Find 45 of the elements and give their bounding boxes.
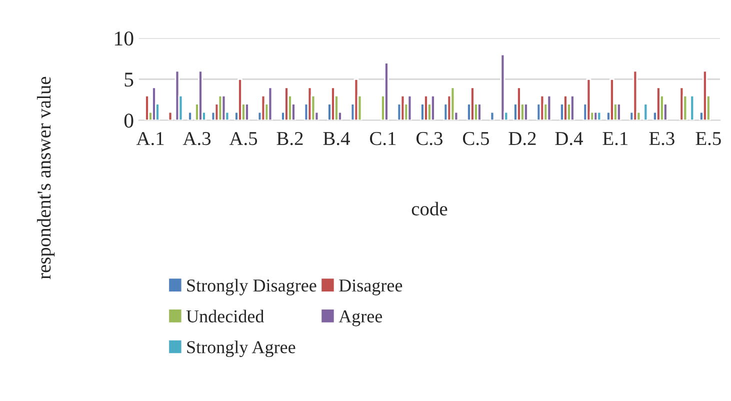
x-tick-label: C.1 bbox=[370, 132, 396, 146]
x-tick-label: C.3 bbox=[416, 132, 442, 146]
bar bbox=[632, 70, 638, 120]
x-axis-title: code bbox=[412, 202, 448, 216]
x-tick-label: B.4 bbox=[323, 132, 350, 146]
bar bbox=[616, 103, 622, 120]
x-tick-label: D.2 bbox=[508, 132, 536, 146]
x-tick-label: B.2 bbox=[276, 132, 303, 146]
x-tick-label: A.1 bbox=[136, 132, 164, 146]
legend-label: Agree bbox=[338, 310, 382, 326]
bar bbox=[430, 94, 436, 120]
y-tick-label: 10 bbox=[115, 31, 134, 46]
x-tick-label: D.4 bbox=[555, 132, 583, 146]
bar bbox=[490, 111, 495, 120]
bar bbox=[477, 103, 482, 120]
bar bbox=[144, 94, 150, 120]
bar bbox=[546, 94, 552, 120]
y-tick-label: 0 bbox=[124, 114, 134, 128]
bar bbox=[238, 78, 242, 120]
legend-label: Disagree bbox=[339, 279, 402, 296]
bar bbox=[168, 111, 173, 120]
x-tick-label: E.5 bbox=[696, 132, 721, 146]
bar bbox=[268, 86, 273, 120]
bar bbox=[690, 94, 695, 120]
bar bbox=[188, 111, 192, 120]
x-tick-label: E.3 bbox=[649, 132, 674, 146]
bar bbox=[610, 78, 614, 120]
bar bbox=[570, 94, 575, 120]
bar bbox=[198, 70, 203, 120]
legend-label: Strongly Agree bbox=[187, 340, 296, 358]
bar bbox=[523, 103, 528, 120]
x-tick-label: A.3 bbox=[182, 132, 211, 146]
bar bbox=[244, 103, 250, 120]
y-axis-title: respondent's answer value bbox=[36, 76, 55, 280]
bar bbox=[407, 94, 412, 120]
y-tick-label: 5 bbox=[124, 72, 134, 87]
bar bbox=[643, 103, 648, 120]
bar bbox=[384, 62, 389, 120]
x-tick-label: A.5 bbox=[229, 132, 258, 146]
legend-label: Strongly Disagree bbox=[187, 278, 316, 296]
bar bbox=[596, 111, 602, 120]
bar bbox=[500, 54, 506, 120]
x-tick-label: C.5 bbox=[462, 132, 489, 146]
legend-label: Undecided bbox=[186, 310, 264, 322]
x-tick-label: E.1 bbox=[602, 132, 628, 146]
